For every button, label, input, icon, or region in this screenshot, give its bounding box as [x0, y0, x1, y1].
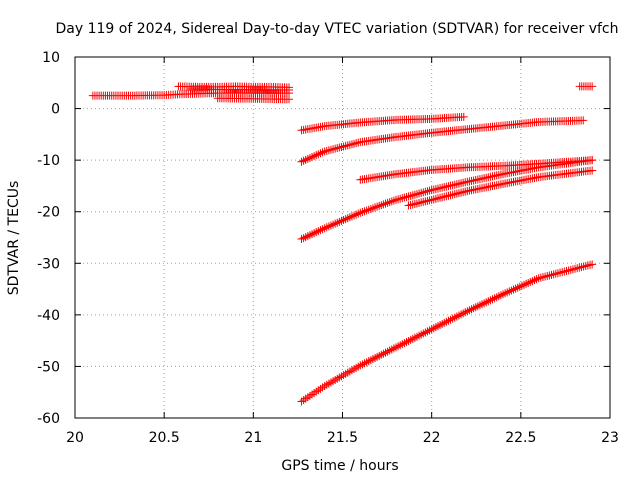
x-tick-label: 23: [601, 430, 619, 446]
grid-lines: [75, 57, 610, 418]
series-arc-3: [297, 116, 588, 166]
x-tick-label: 20: [66, 430, 84, 446]
series-arc-1d: [213, 94, 293, 104]
y-tick-label: -50: [37, 359, 60, 375]
series-arc-8: [575, 82, 597, 91]
point-markers: [575, 82, 597, 91]
y-tick-label: 0: [51, 102, 60, 118]
x-tick-label: 21: [244, 430, 262, 446]
point-markers: [186, 84, 293, 95]
y-axis-label: SDTVAR / TECUs: [6, 181, 22, 296]
y-tick-label: -40: [37, 308, 60, 324]
point-markers: [297, 260, 597, 406]
series-arc-2: [297, 112, 468, 135]
chart-title: Day 119 of 2024, Sidereal Day-to-day VTE…: [55, 21, 618, 37]
y-tick-label: -30: [37, 256, 60, 272]
x-tick-label: 20.5: [149, 430, 180, 446]
point-markers: [297, 112, 468, 135]
series-arc-6: [404, 166, 597, 210]
axis-ticks: 20 20.5 21 21.5 22 22.5 23 10 0 -10 -20 -30 -40 -50 -6…: [37, 50, 619, 446]
y-tick-label: 10: [42, 50, 60, 66]
series-arc-5: [297, 156, 597, 244]
series-arc-1c: [186, 84, 293, 95]
x-tick-label: 21.5: [327, 430, 358, 446]
point-markers: [297, 116, 588, 166]
x-tick-label: 22: [423, 430, 441, 446]
point-markers: [297, 156, 597, 244]
y-tick-label: -60: [37, 411, 60, 427]
x-tick-label: 22.5: [505, 430, 536, 446]
data-points: [88, 82, 597, 406]
point-markers: [213, 94, 293, 104]
y-tick-label: -20: [37, 205, 60, 221]
point-markers: [404, 166, 597, 210]
series-arc-7: [297, 260, 597, 406]
y-tick-label: -10: [37, 153, 60, 169]
x-axis-label: GPS time / hours: [281, 458, 398, 474]
